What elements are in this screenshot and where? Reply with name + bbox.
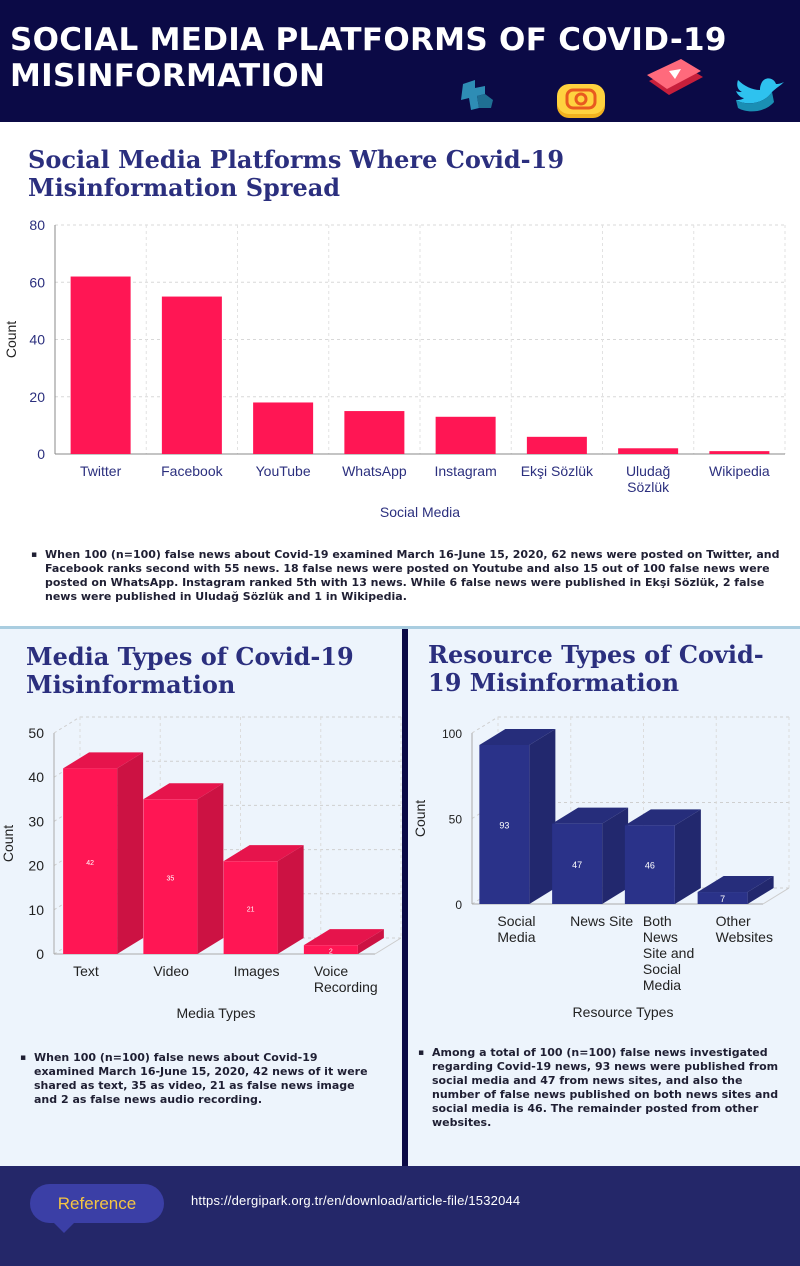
media-types-note-text: When 100 (n=100) false news about Covid-… (34, 1051, 368, 1106)
media-types-section: Media Types of Covid-19 Misinformation 0… (0, 629, 402, 1166)
x-tick-label: Media (643, 977, 681, 993)
x-tick-label: Social (643, 961, 681, 977)
resource-types-bar-chart: 05010093SocialMedia47News Site46BothNews… (408, 629, 800, 1039)
footer: Reference https://dergipark.org.tr/en/do… (0, 1166, 800, 1266)
x-tick-label: Facebook (161, 463, 223, 479)
data-label: 21 (247, 907, 255, 914)
resource-types-section: Resource Types of Covid-19 Misinformatio… (408, 629, 800, 1166)
facebook-icon (455, 74, 503, 114)
y-tick-label: 100 (442, 727, 462, 741)
data-label: 2 (329, 949, 333, 956)
bar-side (602, 808, 628, 904)
x-axis-title: Social Media (380, 504, 460, 520)
x-tick-label: Websites (716, 929, 773, 945)
x-tick-label: Voice (314, 963, 348, 979)
x-tick-label: Instagram (435, 463, 497, 479)
reference-badge-tail (52, 1221, 76, 1233)
instagram-icon (553, 80, 611, 122)
y-tick-label: 50 (449, 813, 463, 827)
x-tick-label: Wikipedia (709, 463, 770, 479)
resource-types-note: ▪ Among a total of 100 (n=100) false new… (432, 1046, 792, 1130)
platforms-section: Social Media Platforms Where Covid-19 Mi… (0, 122, 800, 627)
bar (162, 297, 222, 454)
x-tick-label: Video (153, 963, 189, 979)
y-tick-label: 60 (29, 274, 45, 290)
y-tick-label: 0 (36, 946, 44, 962)
x-tick-label: Both (643, 913, 672, 929)
y-tick-label: 20 (29, 389, 45, 405)
data-label: 93 (499, 820, 509, 830)
x-tick-label: Uludağ (626, 463, 670, 479)
x-axis-title: Media Types (176, 1005, 255, 1021)
bar (71, 277, 131, 454)
data-label: 42 (86, 860, 94, 867)
x-tick-label: WhatsApp (342, 463, 407, 479)
y-tick-label: 0 (455, 898, 462, 912)
bar (618, 448, 678, 454)
bullet-icon: ▪ (20, 1051, 26, 1065)
x-tick-label: Recording (314, 979, 378, 995)
data-label: 7 (720, 894, 725, 904)
data-label: 46 (645, 861, 655, 871)
data-label: 47 (572, 860, 582, 870)
y-tick-label: 30 (28, 813, 44, 829)
x-tick-label: Media (497, 929, 535, 945)
x-tick-label: Text (73, 963, 99, 979)
y-tick-label: 40 (29, 332, 45, 348)
x-tick-label: Twitter (80, 463, 122, 479)
header-banner: SOCIAL MEDIA PLATFORMS OF COVID-19 MISIN… (0, 0, 800, 122)
bar (709, 451, 769, 454)
gridline-depth (54, 717, 80, 733)
x-tick-label: Other (716, 913, 751, 929)
reference-badge: Reference (30, 1184, 164, 1223)
bar (436, 417, 496, 454)
y-tick-label: 20 (28, 858, 44, 874)
reference-link[interactable]: https://dergipark.org.tr/en/download/art… (191, 1193, 520, 1208)
bar-side (197, 783, 223, 954)
x-tick-label: Sözlük (627, 479, 670, 495)
gridline-depth (472, 717, 498, 733)
bar (344, 411, 404, 454)
twitter-icon (730, 72, 790, 120)
y-tick-label: 50 (28, 725, 44, 741)
x-axis-title: Resource Types (573, 1004, 674, 1020)
bar (253, 402, 313, 454)
platforms-note-text: When 100 (n=100) false news about Covid-… (45, 548, 779, 603)
x-tick-label: News Site (570, 913, 633, 929)
resource-types-note-text: Among a total of 100 (n=100) false news … (432, 1046, 778, 1129)
y-tick-label: 40 (28, 769, 44, 785)
platforms-bar-chart: 0 20 40 60 80 Twitter Facebook YouTube WhatsApp I… (0, 122, 800, 542)
x-tick-label: YouTube (256, 463, 311, 479)
bar-side (278, 845, 304, 954)
data-label: 35 (166, 876, 174, 883)
youtube-icon (643, 55, 707, 105)
x-tick-label: Images (234, 963, 280, 979)
media-types-bar-chart: 0 10 20 30 40 50 42 Text 35 Video 21 Images 2 VoiceRe… (0, 629, 402, 1039)
bar-side (117, 752, 143, 954)
bullet-icon: ▪ (31, 548, 37, 562)
y-tick-label: 10 (28, 902, 44, 918)
y-tick-label: 80 (29, 217, 45, 233)
x-tick-label: News (643, 929, 678, 945)
bullet-icon: ▪ (418, 1046, 424, 1060)
y-axis-title: Count (0, 825, 16, 862)
y-tick-label: 0 (37, 446, 45, 462)
bar-side (529, 729, 555, 904)
x-tick-label: Social (497, 913, 535, 929)
platforms-note: ▪ When 100 (n=100) false news about Covi… (45, 548, 780, 604)
x-tick-label: Ekşi Sözlük (521, 463, 594, 479)
x-tick-label: Site and (643, 945, 694, 961)
bar (527, 437, 587, 454)
media-types-note: ▪ When 100 (n=100) false news about Covi… (34, 1051, 379, 1107)
y-axis-title: Count (3, 321, 19, 358)
y-axis-title: Count (412, 800, 428, 837)
bar-side (675, 809, 701, 904)
